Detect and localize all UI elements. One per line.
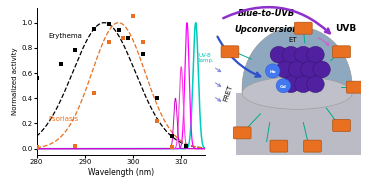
Circle shape [288,61,306,78]
Text: Ho: Ho [269,70,276,74]
Point [58,63,64,66]
Circle shape [283,76,300,93]
Text: ET: ET [288,37,297,43]
Ellipse shape [242,77,352,109]
Point [92,27,97,30]
FancyBboxPatch shape [221,46,239,58]
Point [169,135,174,138]
Text: Upconversion: Upconversion [234,25,299,34]
FancyBboxPatch shape [304,140,321,152]
Y-axis label: Normalized activity: Normalized activity [12,47,18,115]
FancyBboxPatch shape [346,81,364,93]
Point [125,36,131,39]
Point [116,29,122,32]
Point [130,15,136,18]
Text: Erythema: Erythema [49,33,82,39]
Circle shape [295,76,312,93]
Point [106,40,112,43]
Circle shape [313,61,330,78]
Point [140,40,146,43]
Point [92,92,97,95]
Circle shape [283,46,300,63]
Text: FRET: FRET [223,84,234,102]
X-axis label: Wavelength (nm): Wavelength (nm) [88,168,154,177]
Circle shape [301,61,318,78]
FancyBboxPatch shape [333,119,350,132]
Point [154,119,160,122]
Text: Gd: Gd [280,85,287,89]
FancyBboxPatch shape [295,22,312,34]
Point [72,49,78,52]
Point [183,145,189,148]
FancyBboxPatch shape [270,140,288,152]
Point [154,97,160,100]
Point [120,36,126,39]
Point [34,146,39,149]
Point [106,22,112,26]
FancyBboxPatch shape [333,46,350,58]
Point [140,53,146,56]
Circle shape [270,46,288,63]
Circle shape [276,61,294,78]
Circle shape [307,76,324,93]
Text: UV-B
lamp.: UV-B lamp. [198,53,214,63]
Text: UVB: UVB [335,24,357,33]
Circle shape [295,46,312,63]
Ellipse shape [242,27,352,148]
Point [169,146,174,149]
Ellipse shape [242,33,352,153]
Text: Blue-to-UVB: Blue-to-UVB [238,9,295,18]
Point [34,77,39,80]
Text: Psoriasis: Psoriasis [49,116,79,122]
Bar [236,93,361,167]
Circle shape [276,79,291,93]
Circle shape [307,46,324,63]
Point [72,145,78,148]
FancyBboxPatch shape [233,127,251,139]
Circle shape [265,64,280,78]
